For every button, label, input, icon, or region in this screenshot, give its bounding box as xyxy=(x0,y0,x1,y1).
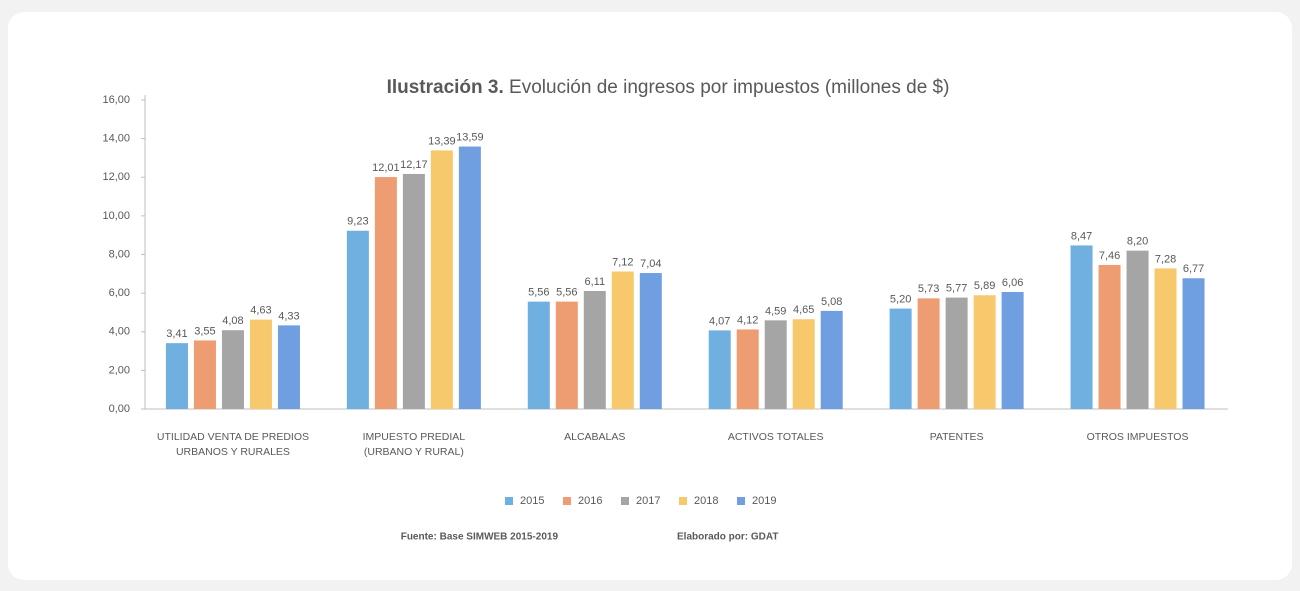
legend-label: 2017 xyxy=(636,495,660,507)
bar xyxy=(1154,268,1177,409)
y-tick-label: 0,00 xyxy=(109,403,130,415)
value-label: 13,39 xyxy=(428,135,456,147)
value-label: 5,20 xyxy=(890,293,911,305)
value-label: 4,65 xyxy=(793,304,814,316)
bar xyxy=(430,150,453,409)
bar xyxy=(346,230,369,409)
bar xyxy=(1001,291,1024,409)
value-label: 5,73 xyxy=(918,283,939,295)
value-label: 9,23 xyxy=(347,216,368,228)
bar xyxy=(221,330,244,409)
legend-swatch xyxy=(737,497,745,505)
bar xyxy=(639,273,662,409)
title-label: Ilustración 3. xyxy=(387,77,504,98)
value-label: 6,77 xyxy=(1183,263,1204,275)
x-tick-label: OTROS IMPUESTOS xyxy=(1086,431,1189,443)
y-tick-label: 10,00 xyxy=(102,210,130,222)
source: Fuente: Base SIMWEB 2015-2019 xyxy=(401,532,559,543)
title-text: Evolución de ingresos por impuestos (mil… xyxy=(509,77,949,98)
bar xyxy=(945,297,968,409)
bar xyxy=(1070,245,1093,409)
value-label: 4,08 xyxy=(222,315,243,327)
y-tick-label: 8,00 xyxy=(109,248,130,260)
bar xyxy=(374,177,397,409)
bar xyxy=(527,301,550,409)
value-label: 12,17 xyxy=(400,159,428,171)
y-tick-label: 6,00 xyxy=(109,287,130,299)
bar xyxy=(820,310,843,409)
legend-swatch xyxy=(563,497,571,505)
value-label: 8,20 xyxy=(1127,236,1148,248)
x-tick-label: UTILIDAD VENTA DE PREDIOS URBANOS Y RURA… xyxy=(156,431,309,458)
value-label: 5,08 xyxy=(821,296,842,308)
bar xyxy=(277,325,300,409)
value-label: 4,12 xyxy=(737,314,758,326)
value-label: 7,12 xyxy=(612,256,633,268)
y-tick-label: 4,00 xyxy=(109,326,130,338)
value-label: 8,47 xyxy=(1071,230,1092,242)
x-tick-label: ACTIVOS TOTALES xyxy=(727,431,824,443)
value-label: 4,33 xyxy=(278,310,299,322)
x-tick-label: IMPUESTO PREDIAL (URBANO Y RURAL) xyxy=(362,431,466,458)
value-label: 5,56 xyxy=(556,287,577,299)
bar xyxy=(555,301,578,409)
bar xyxy=(1126,250,1149,409)
legend-swatch xyxy=(505,497,513,505)
bar xyxy=(165,343,188,409)
x-tick-label: PATENTES xyxy=(929,431,984,443)
value-label: 3,55 xyxy=(194,325,215,337)
bar xyxy=(889,308,912,409)
value-label: 7,04 xyxy=(640,258,661,270)
bar xyxy=(917,298,940,409)
y-tick-label: 16,00 xyxy=(102,94,130,106)
chart-title: Ilustración 3. Evolución de ingresos por… xyxy=(387,77,950,98)
legend-label: 2015 xyxy=(520,495,544,507)
value-label: 12,01 xyxy=(372,162,400,174)
y-tick-label: 12,00 xyxy=(102,171,130,183)
legend-label: 2019 xyxy=(752,495,776,507)
legend-swatch xyxy=(621,497,629,505)
value-label: 13,59 xyxy=(456,131,484,143)
value-label: 5,77 xyxy=(946,282,967,294)
value-label: 7,46 xyxy=(1099,250,1120,262)
bar xyxy=(708,330,731,409)
bar xyxy=(792,319,815,409)
bar xyxy=(736,329,759,409)
bar xyxy=(1182,278,1205,409)
y-tick-label: 14,00 xyxy=(102,133,130,145)
x-tick-label: ALCABALAS xyxy=(564,431,626,443)
legend-label: 2016 xyxy=(578,495,602,507)
value-label: 4,63 xyxy=(250,304,271,316)
bar xyxy=(764,320,787,409)
value-label: 3,41 xyxy=(166,328,187,340)
bar xyxy=(583,291,606,409)
y-tick-label: 2,00 xyxy=(109,364,130,376)
value-label: 6,06 xyxy=(1002,277,1023,289)
value-label: 6,11 xyxy=(584,276,605,288)
bar xyxy=(611,271,634,409)
legend-label: 2018 xyxy=(694,495,718,507)
legend-swatch xyxy=(679,497,687,505)
value-label: 4,59 xyxy=(765,305,786,317)
value-label: 7,28 xyxy=(1155,253,1176,265)
bar xyxy=(458,146,481,409)
bar xyxy=(193,340,216,409)
author: Elaborado por: GDAT xyxy=(677,532,778,543)
value-label: 4,07 xyxy=(709,315,730,327)
value-label: 5,56 xyxy=(528,287,549,299)
bar xyxy=(402,173,425,409)
bar xyxy=(249,319,272,409)
bar xyxy=(973,295,996,409)
value-label: 5,89 xyxy=(974,280,995,292)
bar xyxy=(1098,264,1121,409)
